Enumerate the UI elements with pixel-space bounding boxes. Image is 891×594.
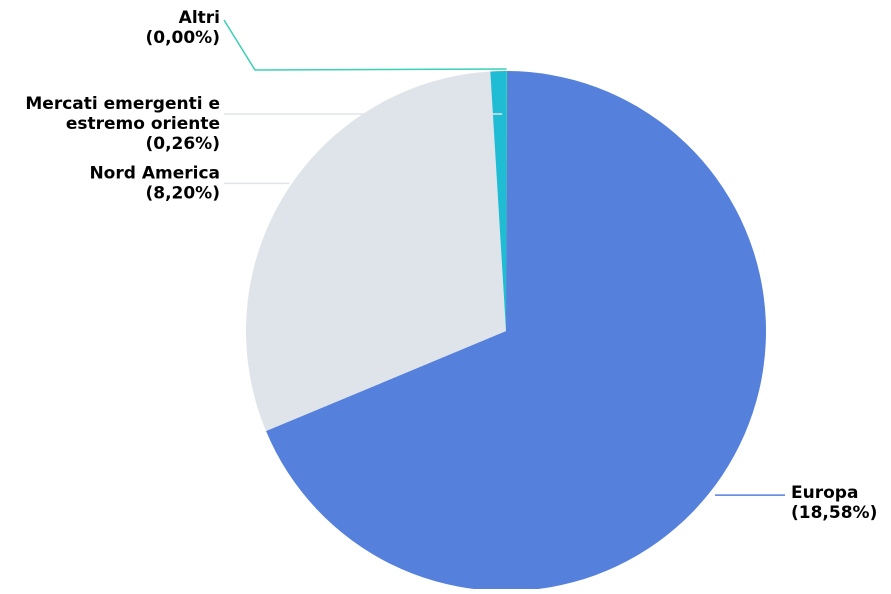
slice-label-altri: Altri (0,00%) [145,8,220,48]
pie-slices [245,71,766,591]
pie-slice-europa [266,71,766,591]
pie-slice-nord-america [245,71,506,432]
pie-slice-mercati-emergenti-e-estremo-oriente [490,71,506,331]
leader-lines [223,19,785,496]
slice-label-europa: Europa (18,58%) [791,483,877,523]
slice-label-mercati-emergenti-e-estremo-oriente: Mercati emergenti e estremo oriente (0,26%… [25,94,220,154]
pie-slice-altri [506,71,508,331]
leader-line-altri [223,19,507,71]
slice-labels: Altri (0,00%) Mercati emergenti e estremo o… [25,8,877,523]
slice-label-nord-america: Nord America (8,20%) [89,163,220,203]
